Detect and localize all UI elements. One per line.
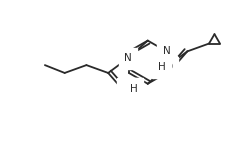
- Text: O: O: [123, 84, 131, 94]
- Text: N: N: [124, 53, 132, 63]
- Text: H: H: [130, 84, 138, 94]
- Text: O: O: [164, 62, 173, 72]
- Text: H: H: [158, 62, 166, 72]
- Text: N: N: [163, 46, 171, 56]
- Text: N: N: [164, 61, 171, 71]
